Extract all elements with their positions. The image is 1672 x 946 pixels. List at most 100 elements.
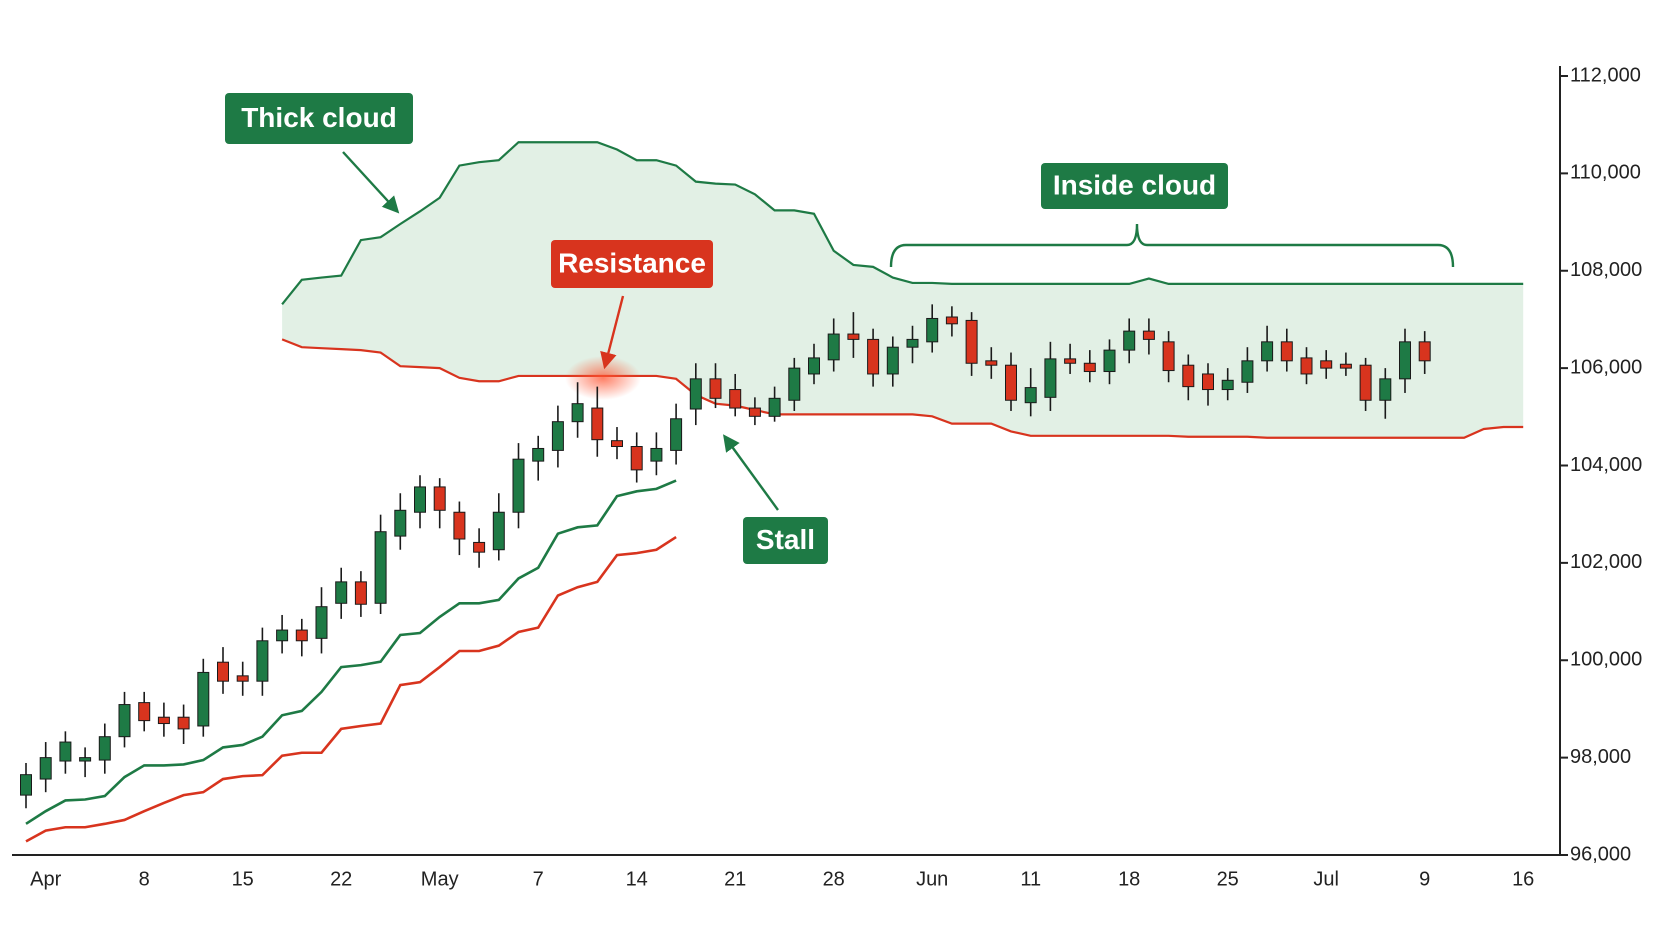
cloud-upper-line bbox=[281, 141, 1524, 306]
x-tick-label: May bbox=[421, 868, 459, 890]
candle-body bbox=[1162, 341, 1175, 372]
candle-body bbox=[197, 671, 210, 727]
annotation-arrow bbox=[723, 434, 779, 511]
candle-body bbox=[630, 446, 643, 471]
candle-body bbox=[256, 640, 269, 682]
candle-body bbox=[1103, 349, 1116, 373]
candle-body bbox=[906, 338, 919, 348]
candle-body bbox=[532, 447, 545, 462]
indicator-line bbox=[25, 479, 677, 825]
candle-body bbox=[414, 486, 426, 513]
candle-body bbox=[1280, 341, 1293, 362]
annotations-layer: Thick cloud Resistance Inside cloud Stall bbox=[225, 93, 1455, 564]
candle-body bbox=[926, 317, 939, 343]
candle-body bbox=[335, 581, 348, 604]
y-tick-label: 104,000 bbox=[1570, 454, 1642, 476]
candle-body bbox=[492, 511, 505, 551]
annotation-box bbox=[743, 517, 828, 564]
candle-body bbox=[1024, 387, 1037, 404]
candle-body bbox=[138, 702, 151, 722]
candle-body bbox=[827, 333, 840, 361]
candle-body bbox=[1182, 364, 1195, 388]
cloud-lower-line bbox=[281, 338, 1524, 439]
annotation-box bbox=[225, 93, 413, 144]
candle-body bbox=[551, 421, 564, 451]
candle-body bbox=[1399, 341, 1411, 380]
candle-body bbox=[650, 447, 663, 462]
annotation-arrow bbox=[600, 295, 625, 370]
cloud-layer bbox=[281, 141, 1524, 439]
x-tick-label: 22 bbox=[330, 868, 352, 890]
candle-body bbox=[867, 338, 880, 375]
candle-body bbox=[177, 716, 190, 730]
candle-body bbox=[1142, 330, 1155, 340]
candle-body bbox=[1339, 363, 1352, 369]
candle-body bbox=[1221, 379, 1234, 391]
candle-body bbox=[374, 531, 387, 604]
y-tick-label: 108,000 bbox=[1570, 259, 1642, 281]
axes-layer: 96,000 98,000 100,000 102,000 104,000 106,000… bbox=[12, 64, 1642, 890]
candle-body bbox=[1300, 357, 1313, 375]
candle-body bbox=[39, 757, 52, 780]
cloud-area bbox=[282, 142, 1524, 438]
candle-body bbox=[453, 511, 466, 540]
x-tick-label: 25 bbox=[1217, 868, 1239, 890]
candle-body bbox=[1261, 341, 1274, 362]
candle-body bbox=[1083, 362, 1096, 373]
y-tick-label: 98,000 bbox=[1570, 746, 1631, 768]
x-tick-label: 28 bbox=[823, 868, 845, 890]
candle-body bbox=[591, 407, 604, 441]
candle-body bbox=[768, 397, 781, 417]
x-tick-label: 8 bbox=[139, 868, 150, 890]
x-tick-label: 11 bbox=[1020, 868, 1041, 890]
candle-body bbox=[59, 741, 72, 762]
y-tick-label: 112,000 bbox=[1570, 64, 1641, 86]
candle-body bbox=[729, 389, 742, 409]
candle-body bbox=[945, 316, 958, 325]
x-tick-label: 18 bbox=[1118, 868, 1140, 890]
candle-body bbox=[433, 486, 446, 511]
indicator-line bbox=[25, 535, 677, 843]
candle-body bbox=[236, 675, 249, 682]
x-tick-label: 16 bbox=[1512, 868, 1534, 890]
candle-body bbox=[118, 704, 131, 738]
candle-body bbox=[1320, 360, 1333, 369]
candle-body bbox=[1241, 360, 1254, 383]
candle-body bbox=[295, 629, 308, 642]
candle-body bbox=[788, 367, 801, 401]
x-tick-label: 15 bbox=[232, 868, 254, 890]
candle-body bbox=[1359, 364, 1372, 401]
annotation-brace bbox=[889, 223, 1455, 268]
candle-body bbox=[217, 661, 229, 682]
y-tick-label: 102,000 bbox=[1570, 551, 1642, 573]
candle-body bbox=[512, 458, 525, 513]
candle-body bbox=[354, 581, 367, 605]
x-tick-label: 14 bbox=[626, 868, 648, 890]
candle-body bbox=[1064, 358, 1077, 364]
candle-body bbox=[985, 360, 998, 366]
annotation-box bbox=[1041, 163, 1228, 209]
y-tick-label: 100,000 bbox=[1570, 649, 1642, 671]
annotation-arrow bbox=[342, 151, 400, 214]
y-tick-label: 110,000 bbox=[1570, 162, 1641, 184]
annotation-box bbox=[551, 240, 713, 288]
candle-body bbox=[1418, 341, 1431, 362]
x-tick-label: Apr bbox=[30, 868, 61, 890]
resistance-glow bbox=[565, 356, 641, 400]
candle-body bbox=[1005, 364, 1017, 401]
candle-body bbox=[157, 716, 170, 725]
candle-body bbox=[1123, 330, 1136, 351]
x-tick-label: 9 bbox=[1419, 868, 1430, 890]
candle-body bbox=[315, 606, 328, 639]
candle-body bbox=[847, 333, 860, 340]
x-tick-label: 7 bbox=[533, 868, 544, 890]
candle-body bbox=[670, 418, 683, 451]
candle-body bbox=[808, 357, 820, 375]
candle-body bbox=[965, 319, 978, 364]
y-tick-label: 106,000 bbox=[1570, 356, 1642, 378]
candle-body bbox=[689, 378, 702, 410]
annotation-label: Resistance bbox=[558, 247, 706, 278]
candle-body bbox=[571, 403, 584, 423]
candle-body bbox=[473, 541, 486, 553]
